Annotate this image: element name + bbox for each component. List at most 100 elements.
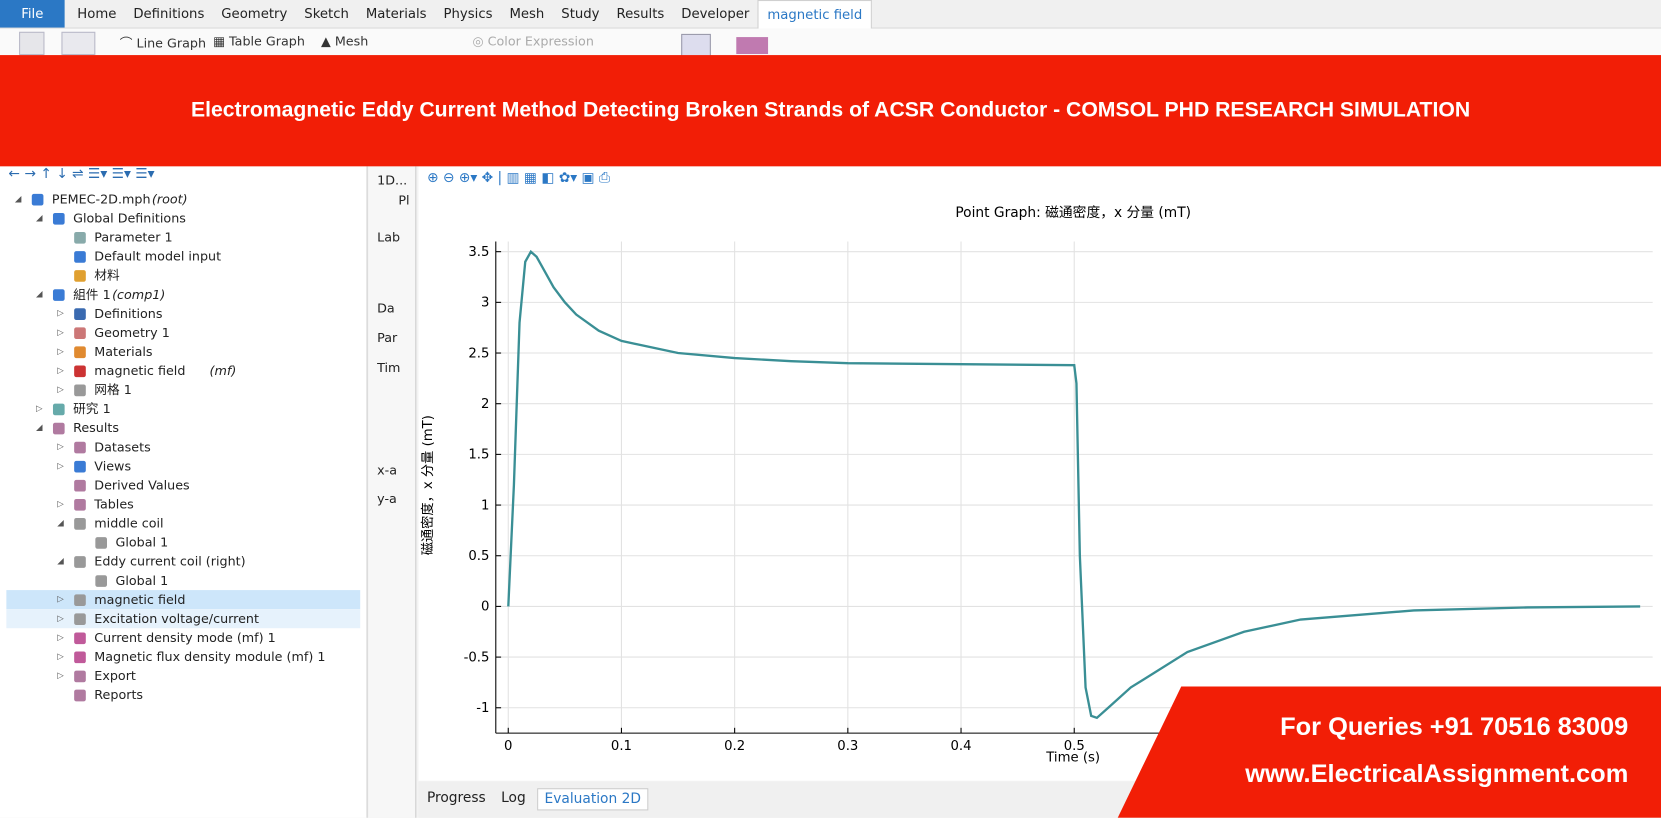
tree-node[interactable]: ▷ Excitation voltage/current	[6, 609, 361, 629]
bottom-tab[interactable]: Evaluation 2D	[537, 788, 649, 811]
tree-node[interactable]: ▷ 研究 1	[6, 399, 360, 418]
tree-node[interactable]: ▷ Tables	[6, 495, 360, 514]
expander[interactable]: ◢	[57, 556, 64, 566]
node-icon	[74, 384, 86, 397]
tree-node[interactable]: ▷ Current density mode (mf) 1	[6, 628, 360, 647]
tree-node[interactable]: ▷ Geometry 1	[6, 323, 360, 342]
menu-tab[interactable]: File	[0, 0, 65, 28]
x-tick-label: 0.2	[724, 739, 745, 754]
node-icon	[74, 518, 86, 530]
node-icon	[74, 365, 86, 378]
tree-node[interactable]: ▷ Datasets	[6, 438, 360, 457]
expander[interactable]: ▷	[57, 365, 64, 376]
expander[interactable]: ▷	[57, 613, 64, 623]
bottom-tab[interactable]: Progress	[426, 790, 486, 807]
model-builder: ← → ↑ ↓ ⇌ ☰▾ ☰▾ ☰▾ ◢ PEMEC-2D.mph (root) ◢ G…	[0, 166, 368, 818]
tree-node[interactable]: ◢ Eddy current coil (right)	[6, 552, 360, 571]
node-icon	[74, 632, 86, 645]
expander[interactable]: ◢	[14, 193, 22, 204]
expander[interactable]: ◢	[36, 212, 43, 223]
tree-node[interactable]: ▷ Views	[6, 457, 360, 476]
expander[interactable]: ▷	[57, 308, 64, 318]
expander[interactable]: ▷	[57, 594, 64, 604]
node-label: Default model input	[94, 248, 222, 264]
tree-node[interactable]: ▷ Export	[6, 666, 360, 685]
tree-node[interactable]: ◢ 組件 1 (comp1)	[6, 285, 360, 304]
node-label: Global 1	[115, 534, 169, 550]
y-tick-label: -1	[476, 701, 489, 716]
node-icon	[74, 308, 86, 320]
menu-tab[interactable]: Mesh	[509, 5, 545, 22]
bottom-tab[interactable]: Log	[501, 790, 526, 807]
x-axis-label: Time (s)	[1045, 751, 1100, 766]
banner-title: Electromagnetic Eddy Current Method Dete…	[190, 98, 1471, 122]
settings-label: Lab	[377, 229, 401, 245]
settings-panel: 1D... Pl Lab Da Par Tim x-a y-a	[368, 166, 417, 818]
bottom-tabs: Progress Log Evaluation 2D	[418, 781, 1661, 818]
tree-node[interactable]: Global 1	[6, 533, 360, 552]
expander[interactable]: ▷	[57, 460, 64, 471]
expander[interactable]: ▷	[57, 498, 64, 509]
tree-node[interactable]: Derived Values	[6, 476, 360, 495]
tree-node[interactable]: ◢ middle coil	[6, 514, 360, 533]
ribbon: ⌒ Line Graph ▦ Table Graph ▲ Mesh ◎ Colo…	[0, 28, 1661, 58]
tree-node[interactable]: Parameter 1	[6, 228, 360, 247]
tree-node[interactable]: Global 1	[6, 571, 360, 590]
tree-node[interactable]: ▷ Materials	[6, 342, 360, 361]
menu-tab[interactable]: Home	[77, 5, 117, 22]
expander[interactable]: ◢	[57, 518, 64, 528]
menu-tab[interactable]: Study	[561, 5, 600, 22]
ribbon-button[interactable]: ▲ Mesh	[320, 33, 369, 49]
node-label: 組件 1	[73, 287, 111, 302]
node-icon	[95, 537, 107, 549]
tree-node[interactable]: ▷ 网格 1	[6, 380, 360, 399]
menu-tab[interactable]: Geometry	[221, 5, 288, 22]
ribbon-button[interactable]: ▦ Table Graph	[212, 33, 305, 49]
expander[interactable]: ▷	[57, 441, 64, 452]
y-tick-label: 2	[481, 397, 489, 412]
ribbon-button[interactable]: ◎ Color Expression	[472, 33, 594, 49]
tree-node[interactable]: ◢ PEMEC-2D.mph (root)	[6, 190, 360, 209]
tree-node[interactable]: ▷ Magnetic flux density module (mf) 1	[6, 647, 360, 666]
expander[interactable]: ◢	[36, 422, 43, 433]
menu-tab[interactable]: Results	[616, 5, 665, 22]
tree-node[interactable]: Default model input	[6, 247, 360, 266]
expander[interactable]: ▷	[57, 384, 64, 395]
expander[interactable]: ▷	[57, 327, 64, 337]
expander[interactable]: ▷	[57, 632, 64, 642]
x-tick-label: 0	[504, 739, 512, 754]
node-icon	[74, 613, 86, 626]
tree-node[interactable]: ▷ magnetic field	[6, 590, 361, 610]
tree-node[interactable]: ◢ Results	[6, 418, 360, 437]
tree-node[interactable]: ▷ magnetic field (mf)	[6, 361, 360, 380]
settings-label: y-a	[377, 491, 397, 507]
tree-node[interactable]: ▷ Definitions	[6, 304, 360, 323]
node-label: Views	[94, 458, 132, 474]
menu-tab[interactable]: Definitions	[133, 5, 205, 22]
node-icon	[74, 556, 86, 568]
expander[interactable]: ▷	[57, 346, 64, 356]
menu-tab[interactable]: Physics	[443, 5, 493, 22]
menu-tab[interactable]: Materials	[365, 5, 427, 22]
settings-label: Par	[377, 330, 398, 346]
node-icon	[74, 689, 86, 702]
tree-node[interactable]: 材料	[6, 266, 360, 285]
ribbon-label: Line Graph	[136, 36, 207, 51]
menu-tab[interactable]: Developer	[681, 5, 750, 22]
expander[interactable]: ▷	[57, 651, 64, 662]
tree-node[interactable]: Reports	[6, 685, 360, 704]
node-label: Export	[94, 668, 136, 684]
node-label: Definitions	[94, 306, 163, 321]
expander[interactable]: ▷	[57, 670, 64, 681]
ribbon-button[interactable]: ⌒ Line Graph	[119, 36, 207, 51]
menu-tab[interactable]: Sketch	[304, 5, 349, 22]
expander[interactable]: ◢	[36, 289, 43, 299]
menu-tab[interactable]: magnetic field	[757, 0, 872, 29]
tree-node[interactable]: ◢ Global Definitions	[6, 209, 360, 228]
tree-toolbar: ← → ↑ ↓ ⇌ ☰▾ ☰▾ ☰▾	[8, 166, 155, 183]
expander[interactable]: ▷	[36, 403, 43, 414]
node-label: Tables	[94, 496, 134, 512]
